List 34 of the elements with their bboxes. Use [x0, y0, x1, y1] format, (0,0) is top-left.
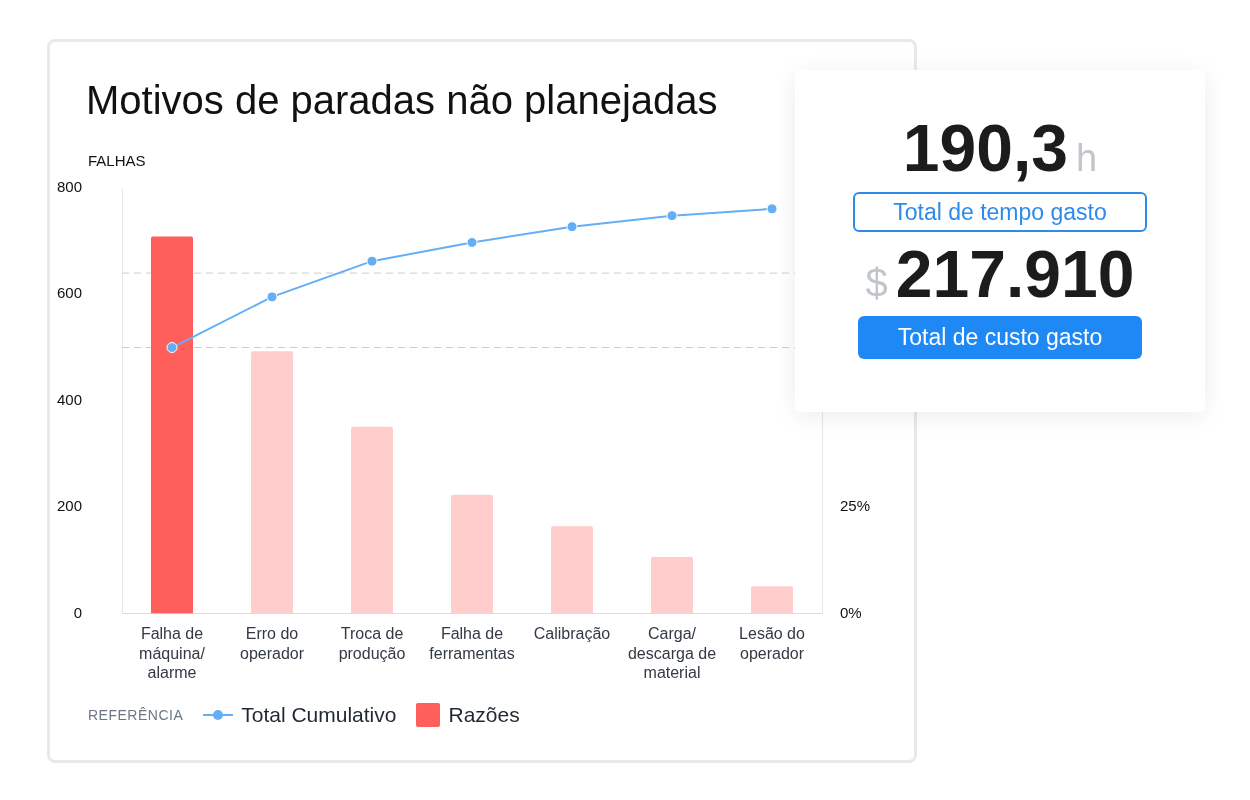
point: [166, 342, 178, 354]
x-tick-label: Carga/ descarga de material: [627, 625, 717, 681]
y-tick-label: 0: [73, 603, 82, 621]
chart-title: Motivos de paradas não planejadas: [86, 78, 718, 123]
bar: [551, 526, 593, 614]
legend-title: REFERÊNCIA: [88, 707, 184, 723]
bar: [451, 494, 493, 614]
bar: [351, 426, 393, 614]
y2-tick-label: 25%: [840, 497, 871, 515]
bar: [751, 586, 793, 614]
y2-tick-label: 0%: [840, 603, 862, 621]
y-tick-label: 800: [56, 178, 82, 196]
point: [366, 255, 378, 267]
y-tick-label: 200: [56, 497, 82, 515]
point: [766, 203, 778, 215]
x-tick-label: Lesão do operador: [739, 625, 806, 662]
x-tick-label: Calibração: [533, 625, 611, 643]
x-tick-label: Falha de máquina/ alarme: [139, 625, 206, 681]
point: [566, 221, 578, 233]
summary-card: 190,3 h Total de tempo gasto $217.910 Total de custo gasto: [795, 70, 1205, 412]
x-tick-label: Falha de ferramentas: [429, 625, 515, 662]
y-tick-label: 600: [56, 284, 82, 302]
point: [266, 291, 278, 303]
bar: [651, 557, 693, 614]
x-tick-label: Erro do operador: [239, 625, 305, 662]
x-tick-label: Troca de produção: [338, 625, 406, 662]
bar: [251, 351, 293, 614]
legend-label: Razões: [447, 703, 520, 727]
bar: [151, 236, 193, 614]
point: [666, 210, 678, 222]
y-tick-label: 400: [56, 390, 82, 408]
legend-label: Total Cumulativo: [240, 703, 397, 727]
y-axis-title: FALHAS: [88, 152, 146, 169]
point: [466, 236, 478, 248]
